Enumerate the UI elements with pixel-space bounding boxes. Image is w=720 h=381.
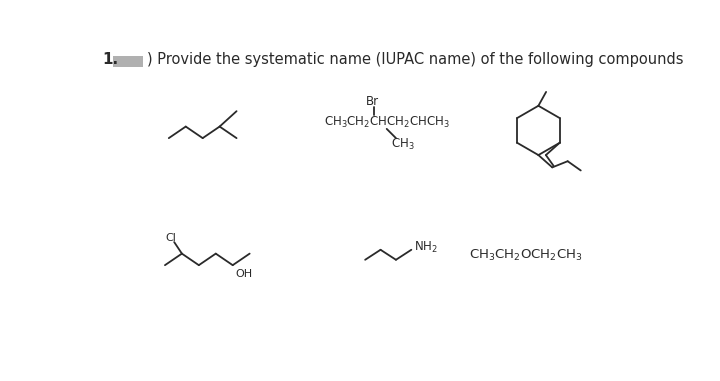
- Bar: [113, 56, 143, 67]
- Text: OH: OH: [235, 269, 252, 279]
- Text: $\mathsf{CH_3CH_2OCH_2CH_3}$: $\mathsf{CH_3CH_2OCH_2CH_3}$: [469, 248, 582, 263]
- Text: ) Provide the systematic name (IUPAC name) of the following compounds: ) Provide the systematic name (IUPAC nam…: [148, 52, 684, 67]
- Text: $\mathsf{CH_3CH_2CHCH_2CHCH_3}$: $\mathsf{CH_3CH_2CHCH_2CHCH_3}$: [324, 115, 450, 130]
- Text: 1.: 1.: [102, 52, 119, 67]
- Text: $\mathsf{NH_2}$: $\mathsf{NH_2}$: [414, 240, 438, 255]
- Text: Cl: Cl: [165, 233, 176, 243]
- Text: Br: Br: [366, 94, 379, 108]
- Text: $\mathsf{CH_3}$: $\mathsf{CH_3}$: [390, 137, 414, 152]
